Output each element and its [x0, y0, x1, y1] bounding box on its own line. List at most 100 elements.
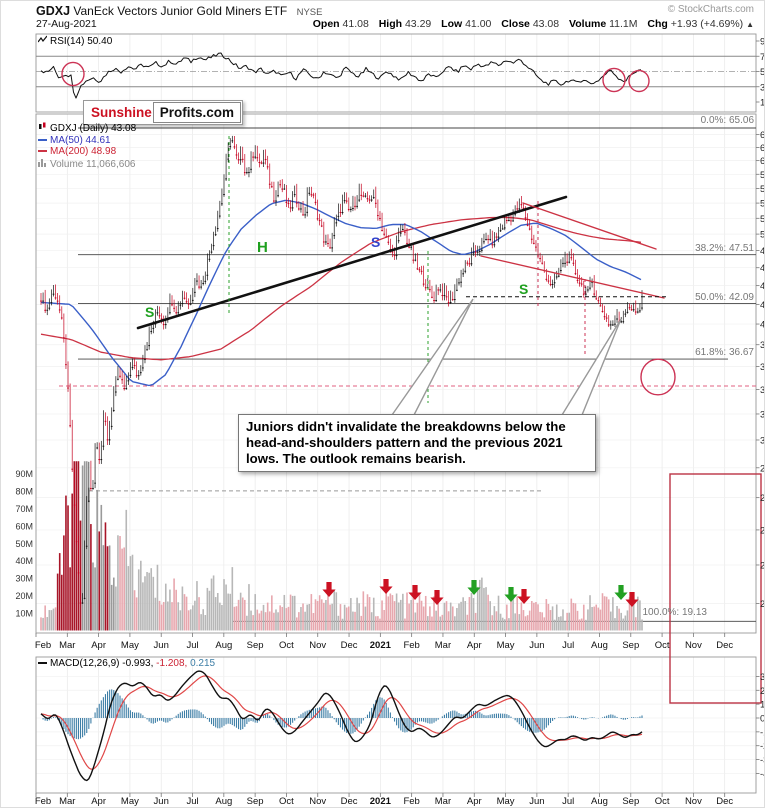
axis-label: Nov: [309, 796, 326, 807]
axis-label: Mar: [435, 640, 451, 651]
axis-label: 58: [760, 170, 765, 181]
axis-label: 80M: [15, 486, 33, 496]
axis-label: Jul: [186, 640, 198, 651]
axis-label: Dec: [716, 640, 733, 651]
axis-label: 40M: [15, 556, 33, 566]
axis-label: 90: [760, 37, 765, 48]
axis-label: Mar: [435, 796, 451, 807]
volume-legend: Volume 11,066,606: [50, 158, 136, 170]
axis-label: Feb: [403, 796, 419, 807]
red-down-arrow-icon: [625, 592, 639, 607]
second-shoulder-label: S: [519, 281, 529, 297]
red-circle-annotation: [628, 69, 650, 93]
axis-label: Oct: [279, 640, 294, 651]
axis-label: Nov: [685, 640, 702, 651]
axis-label: Jul: [562, 796, 574, 807]
annotation-marks: [61, 61, 762, 704]
red-projection-box: [669, 473, 762, 704]
axis-label: Apr: [91, 796, 106, 807]
sunshineprofits-logo[interactable]: Sunshine Profits.com: [83, 100, 244, 125]
axis-label: Mar: [59, 640, 75, 651]
axis-label: 22: [760, 560, 765, 571]
volume-bars-icon: [38, 158, 47, 171]
macd-legend-name: MACD(12,26,9): [50, 658, 120, 669]
axis-label: Aug: [215, 640, 232, 651]
ma200-line-icon: [38, 150, 47, 153]
low-label: Low: [441, 18, 463, 30]
ma50-line: [40, 199, 642, 387]
green-down-arrow-icon: [504, 587, 518, 602]
exchange-label: NYSE: [296, 7, 323, 18]
axis-label: 60: [760, 156, 765, 167]
red-down-arrow-icon: [322, 582, 336, 597]
axis-label: 50: [760, 230, 765, 241]
axis-label: Jul: [186, 796, 198, 807]
callout-pointer: [390, 298, 474, 416]
axis-label: 10: [760, 98, 765, 109]
quote-line: Open 41.08 High 43.29 Low 41.00 Close 43…: [306, 18, 754, 30]
ma50-line-icon: [38, 138, 47, 141]
open-label: Open: [312, 18, 340, 30]
rsi-legend-text: RSI(14) 50.40: [50, 35, 113, 47]
axis-label: 20: [760, 599, 765, 610]
axis-label: Apr: [91, 640, 106, 651]
macd-series: [40, 670, 643, 782]
axis-label: Sep: [622, 640, 639, 651]
chg-label: Chg: [647, 18, 668, 30]
axis-label: 60M: [15, 521, 33, 531]
axis-label: 24: [760, 525, 765, 536]
close-label: Close: [501, 18, 530, 30]
axis-label: 52: [760, 214, 765, 225]
red-down-arrow-icon: [408, 585, 422, 600]
ticker-symbol: GDXJ: [36, 4, 71, 18]
logo-part1: Sunshine: [91, 105, 152, 120]
axis-label: 70: [760, 52, 765, 63]
axis-label: 20M: [15, 591, 33, 601]
chart-date: 27-Aug-2021: [36, 18, 97, 30]
macd-main-line: [40, 670, 643, 782]
annotation-callout: Juniors didn't invalidate the breakdowns…: [238, 414, 596, 473]
green-down-arrow-icon: [467, 580, 481, 595]
axis-label: 50M: [15, 539, 33, 549]
copyright-text: © StockCharts.com: [667, 4, 754, 15]
rsi-legend: RSI(14) 50.40: [37, 35, 113, 48]
axis-label: 62: [760, 143, 765, 154]
fib-label-38: 38.2%: 47.51: [695, 243, 754, 254]
red-circle-annotation: [640, 358, 676, 396]
green-down-arrow-icon: [614, 585, 628, 600]
high-value: 43.29: [404, 18, 432, 30]
price-legend: GDXJ (Daily) 43.08 MA(50) 44.61 MA(200) …: [38, 122, 136, 170]
axis-label: Jun: [529, 640, 544, 651]
axis-label: 50: [760, 67, 765, 78]
axis-label: Feb: [35, 796, 51, 807]
macd-legend: MACD(12,26,9) -0.993, -1.208, 0.215: [38, 658, 215, 670]
open-value: 41.08: [342, 18, 369, 30]
axis-label: Apr: [467, 796, 482, 807]
axis-label: 10M: [15, 609, 33, 619]
candlesticks: [40, 135, 643, 604]
axis-label: Feb: [403, 640, 419, 651]
axis-label: 36: [760, 362, 765, 373]
axis-label: 30M: [15, 574, 33, 584]
volume-bars: [40, 461, 643, 631]
red-down-arrow-icon: [379, 579, 393, 594]
fib-label-0: 0.0%: 65.06: [700, 115, 754, 126]
axis-label: Sep: [247, 796, 264, 807]
trendlines: [136, 136, 667, 403]
axis-label: Sep: [622, 796, 639, 807]
moving-averages: [40, 199, 642, 387]
callout-pointer: [560, 318, 622, 416]
fib-label-100: 100.0%: 19.13: [642, 607, 708, 618]
red-circle-annotation: [602, 67, 626, 93]
chg-value: +1.93 (+4.69%): [670, 18, 744, 30]
axis-label: May: [121, 640, 139, 651]
axis-label: Aug: [215, 796, 232, 807]
axis-label: -3: [760, 755, 765, 766]
axis-label: Nov: [685, 796, 702, 807]
ma200-legend-row: MA(200) 48.98: [38, 146, 136, 158]
axis-label: 2: [760, 686, 765, 697]
red-circle-annotation: [61, 61, 85, 87]
axis-label: May: [497, 640, 515, 651]
